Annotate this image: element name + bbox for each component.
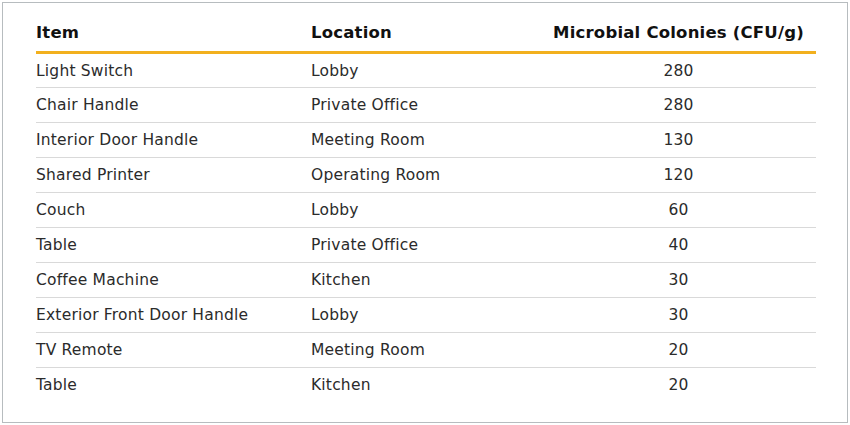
table-row: Interior Door HandleMeeting Room130 [36, 123, 816, 158]
table-row: Light SwitchLobby280 [36, 53, 816, 88]
table-header: Item Location Microbial Colonies (CFU/g) [36, 3, 816, 53]
item-cell: Shared Printer [36, 158, 311, 193]
colonies-cell: 20 [541, 333, 816, 368]
location-cell: Lobby [311, 193, 541, 228]
table-card: Item Location Microbial Colonies (CFU/g)… [2, 2, 848, 423]
header-row: Item Location Microbial Colonies (CFU/g) [36, 3, 816, 53]
colonies-cell: 20 [541, 368, 816, 403]
location-cell: Meeting Room [311, 123, 541, 158]
colonies-cell: 280 [541, 53, 816, 88]
colonies-cell: 40 [541, 228, 816, 263]
table-body: Light SwitchLobby280Chair HandlePrivate … [36, 53, 816, 403]
microbial-colonies-table: Item Location Microbial Colonies (CFU/g)… [36, 3, 816, 403]
location-cell: Kitchen [311, 368, 541, 403]
item-cell: Light Switch [36, 53, 311, 88]
table-row: CouchLobby60 [36, 193, 816, 228]
item-cell: TV Remote [36, 333, 311, 368]
colonies-cell: 60 [541, 193, 816, 228]
table-row: TableKitchen20 [36, 368, 816, 403]
item-cell: Chair Handle [36, 88, 311, 123]
colonies-cell: 120 [541, 158, 816, 193]
table-row: Chair HandlePrivate Office280 [36, 88, 816, 123]
location-cell: Meeting Room [311, 333, 541, 368]
table-row: Shared PrinterOperating Room120 [36, 158, 816, 193]
colonies-cell: 30 [541, 298, 816, 333]
colonies-cell: 130 [541, 123, 816, 158]
item-cell: Interior Door Handle [36, 123, 311, 158]
colonies-cell: 280 [541, 88, 816, 123]
column-header-item: Item [36, 3, 311, 53]
table-row: Exterior Front Door HandleLobby30 [36, 298, 816, 333]
location-cell: Lobby [311, 298, 541, 333]
location-cell: Private Office [311, 88, 541, 123]
table-row: Coffee MachineKitchen30 [36, 263, 816, 298]
item-cell: Couch [36, 193, 311, 228]
item-cell: Coffee Machine [36, 263, 311, 298]
location-cell: Kitchen [311, 263, 541, 298]
item-cell: Exterior Front Door Handle [36, 298, 311, 333]
item-cell: Table [36, 368, 311, 403]
table-row: TablePrivate Office40 [36, 228, 816, 263]
location-cell: Private Office [311, 228, 541, 263]
location-cell: Operating Room [311, 158, 541, 193]
location-cell: Lobby [311, 53, 541, 88]
colonies-cell: 30 [541, 263, 816, 298]
column-header-location: Location [311, 3, 541, 53]
item-cell: Table [36, 228, 311, 263]
table-row: TV RemoteMeeting Room20 [36, 333, 816, 368]
column-header-colonies: Microbial Colonies (CFU/g) [541, 3, 816, 53]
